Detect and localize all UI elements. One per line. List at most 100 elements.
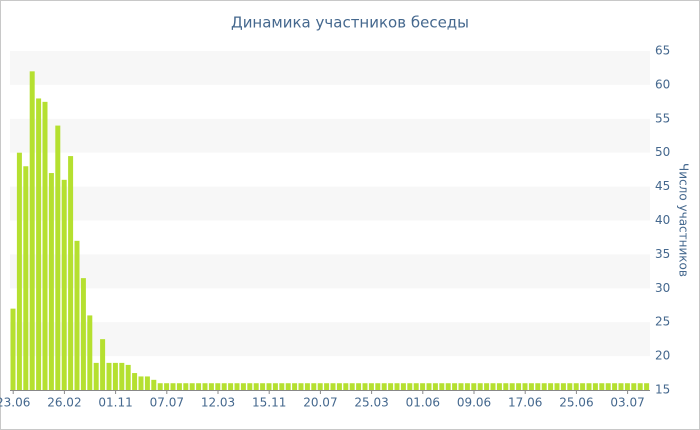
x-tick-label: 01.11 bbox=[98, 396, 132, 410]
bar bbox=[509, 383, 515, 390]
bar bbox=[458, 383, 464, 390]
bar bbox=[567, 383, 573, 390]
bar bbox=[247, 383, 253, 390]
bar bbox=[36, 98, 42, 391]
bar bbox=[202, 383, 208, 390]
bar bbox=[503, 383, 509, 390]
bar bbox=[221, 383, 227, 390]
bar bbox=[170, 383, 176, 390]
bar bbox=[420, 383, 426, 390]
bar bbox=[292, 383, 298, 390]
bar bbox=[285, 383, 291, 390]
bar bbox=[106, 362, 112, 390]
bar bbox=[541, 383, 547, 390]
bar bbox=[432, 383, 438, 390]
bar bbox=[311, 383, 317, 390]
bar bbox=[189, 383, 195, 390]
bar bbox=[100, 339, 106, 390]
bar bbox=[631, 383, 637, 390]
bar bbox=[234, 383, 240, 390]
band bbox=[10, 186, 650, 221]
bar bbox=[215, 383, 221, 390]
x-tick-label: 12.03 bbox=[201, 396, 235, 410]
bar bbox=[208, 383, 214, 390]
bar bbox=[618, 383, 624, 390]
bar bbox=[144, 376, 150, 390]
bar bbox=[612, 383, 618, 390]
band bbox=[10, 254, 650, 289]
x-tick-label: 15.11 bbox=[252, 396, 286, 410]
bar bbox=[362, 383, 368, 390]
bar bbox=[176, 383, 182, 390]
bar bbox=[356, 383, 362, 390]
bar bbox=[439, 383, 445, 390]
bar bbox=[317, 383, 323, 390]
bar bbox=[368, 383, 374, 390]
y-tick-label: 25 bbox=[655, 315, 670, 329]
bar bbox=[477, 383, 483, 390]
bar bbox=[240, 383, 246, 390]
bar bbox=[490, 383, 496, 390]
bar bbox=[324, 383, 330, 390]
bar bbox=[48, 173, 54, 390]
y-tick-label: 40 bbox=[655, 213, 670, 227]
bar bbox=[586, 383, 592, 390]
bar bbox=[61, 179, 67, 390]
bar bbox=[464, 383, 470, 390]
y-tick-label: 15 bbox=[655, 383, 670, 397]
bar bbox=[74, 240, 80, 390]
y-tick-label: 20 bbox=[655, 349, 670, 363]
bar bbox=[42, 101, 48, 390]
bar bbox=[112, 362, 118, 390]
bar bbox=[573, 383, 579, 390]
bar bbox=[484, 383, 490, 390]
bar bbox=[637, 383, 643, 390]
x-tick-label: 25.06 bbox=[559, 396, 593, 410]
x-tick-label: 01.06 bbox=[406, 396, 440, 410]
bar bbox=[164, 383, 170, 390]
bar bbox=[29, 71, 35, 390]
bar bbox=[394, 383, 400, 390]
bar bbox=[624, 383, 630, 390]
bar bbox=[343, 383, 349, 390]
bar bbox=[138, 376, 144, 390]
x-tick-label: 26.02 bbox=[47, 396, 81, 410]
bar bbox=[125, 364, 131, 390]
bar bbox=[260, 383, 266, 390]
bar bbox=[535, 383, 541, 390]
x-tick-label: 25.03 bbox=[354, 396, 388, 410]
x-tick-label: 23.06 bbox=[0, 396, 30, 410]
bar bbox=[266, 383, 272, 390]
bar bbox=[298, 383, 304, 390]
bar bbox=[330, 383, 336, 390]
bar bbox=[55, 125, 61, 390]
bar bbox=[183, 383, 189, 390]
bar bbox=[23, 166, 29, 390]
x-tick-label: 09.06 bbox=[457, 396, 491, 410]
chart-title: Динамика участников беседы bbox=[231, 14, 469, 32]
bar bbox=[10, 308, 16, 390]
x-tick-label: 20.07 bbox=[303, 396, 337, 410]
bar bbox=[644, 383, 650, 390]
y-tick-label: 45 bbox=[655, 179, 670, 193]
bar bbox=[413, 383, 419, 390]
bar bbox=[554, 383, 560, 390]
bar bbox=[548, 383, 554, 390]
bar bbox=[157, 383, 163, 390]
y-axis-title: Число участников bbox=[677, 163, 691, 277]
bar bbox=[279, 383, 285, 390]
bar bbox=[272, 383, 278, 390]
bar bbox=[119, 362, 125, 390]
bar bbox=[445, 383, 451, 390]
bar bbox=[196, 383, 202, 390]
bar bbox=[522, 383, 528, 390]
x-tick-label: 03.07 bbox=[610, 396, 644, 410]
y-tick-label: 35 bbox=[655, 247, 670, 261]
y-tick-label: 65 bbox=[655, 44, 670, 58]
y-tick-label: 50 bbox=[655, 145, 670, 159]
bar bbox=[592, 383, 598, 390]
bar bbox=[400, 383, 406, 390]
bar bbox=[132, 373, 138, 390]
bar bbox=[407, 383, 413, 390]
